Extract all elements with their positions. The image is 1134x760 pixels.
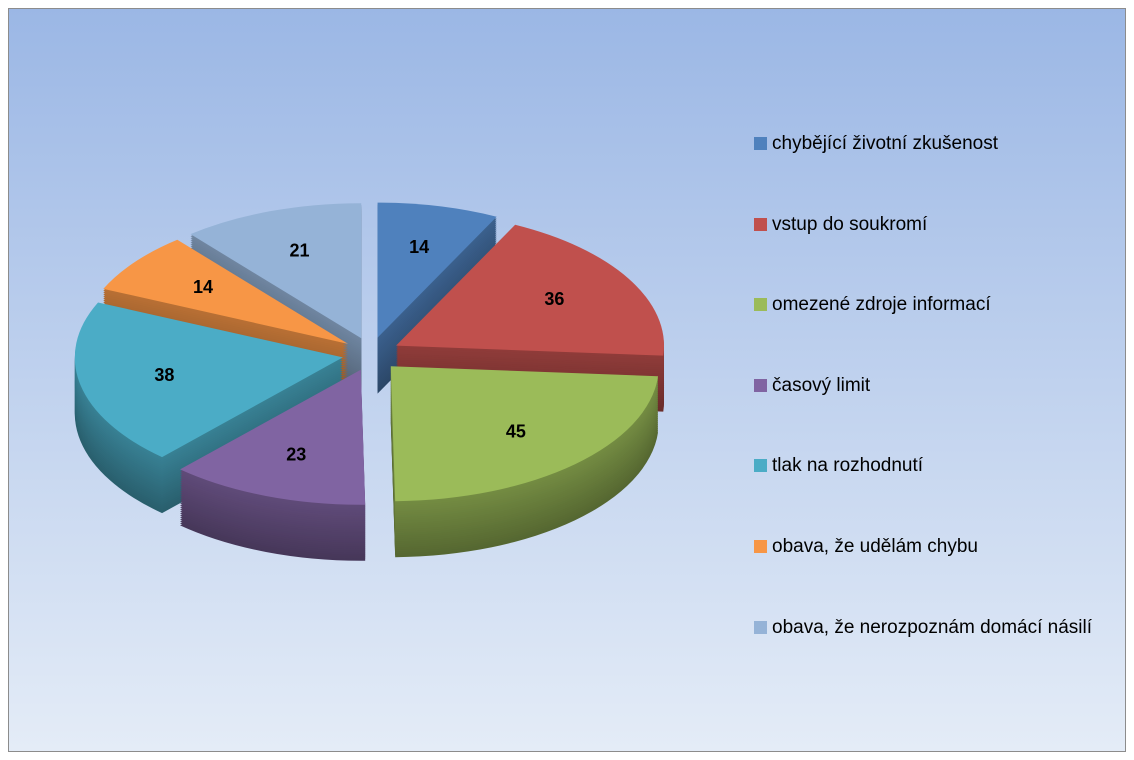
legend-item: tlak na rozhodnutí — [754, 451, 923, 480]
data-label: 14 — [193, 277, 213, 297]
legend-label: vstup do soukromí — [772, 213, 928, 235]
legend-label: obava, že nerozpoznám domácí násilí — [772, 616, 1093, 638]
legend-swatch — [754, 540, 767, 553]
legend-item: chybějící životní zkušenost — [754, 129, 998, 158]
slice — [74, 302, 343, 458]
legend-swatch — [754, 298, 767, 312]
legend-item: obava, že udělám chybu — [754, 532, 978, 561]
legend-label: tlak na rozhodnutí — [772, 455, 924, 477]
data-label: 14 — [409, 237, 429, 257]
slice — [396, 224, 665, 356]
data-label: 21 — [290, 241, 310, 261]
legend-swatch — [754, 620, 767, 634]
slice — [190, 203, 362, 339]
legend-item: vstup do soukromí — [754, 210, 927, 239]
data-label: 38 — [154, 365, 174, 385]
chart-area: 14 36 45 23 38 14 21 chybějící životní zkušeno… — [8, 8, 1126, 752]
slice — [390, 366, 659, 502]
legend-label: obava, že udělám chybu — [772, 536, 978, 557]
pie-chart: 14 36 45 23 38 14 21 — [74, 202, 665, 561]
legend-swatch — [754, 137, 767, 150]
slice — [377, 202, 497, 338]
legend-item: časový limit — [754, 371, 870, 400]
legend-label: chybějící životní zkušenost — [772, 133, 998, 154]
legend-item: omezené zdroje informací — [754, 290, 991, 319]
slice — [180, 369, 366, 505]
legend-label: omezené zdroje informací — [772, 294, 991, 316]
data-label: 45 — [506, 422, 526, 442]
slice — [103, 239, 349, 344]
legend-label: časový limit — [772, 374, 871, 396]
legend-item: obava, že nerozpoznám domácí násilí — [754, 613, 1092, 642]
legend-swatch — [754, 217, 767, 231]
legend-swatch — [754, 459, 767, 473]
data-label: 23 — [286, 444, 306, 464]
legend-swatch — [754, 378, 767, 392]
data-label: 36 — [544, 289, 564, 309]
